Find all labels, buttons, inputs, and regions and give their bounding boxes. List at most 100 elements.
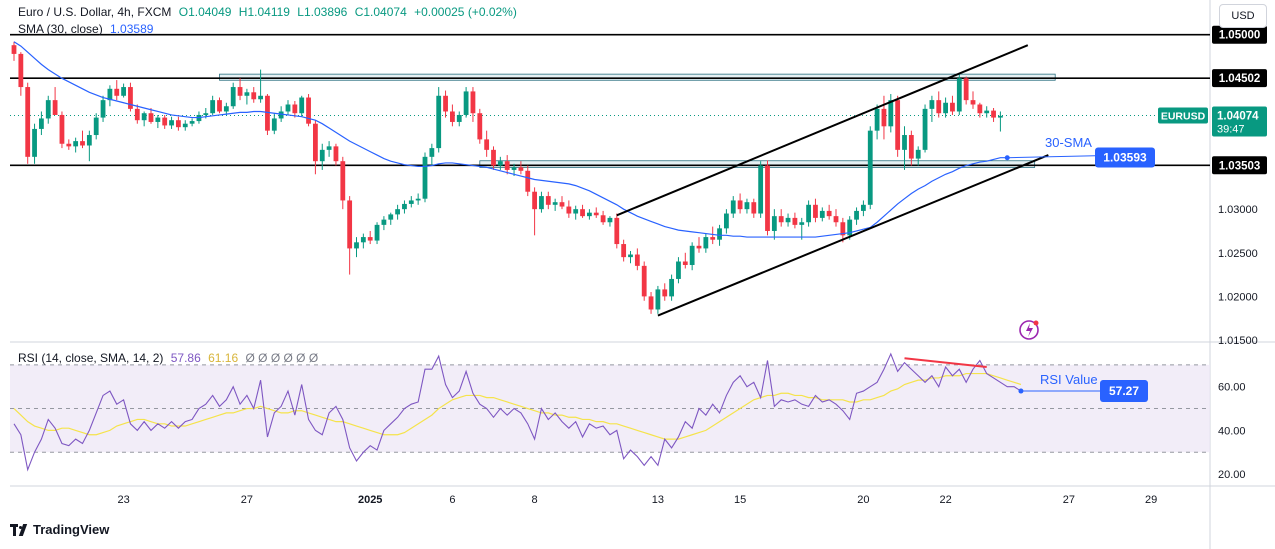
candle-body[interactable] [244,92,250,96]
candle-body[interactable] [271,118,277,131]
candle-body[interactable] [881,108,887,127]
candle-body[interactable] [778,216,784,223]
candle-body[interactable] [833,216,839,223]
candle-body[interactable] [566,206,572,214]
candle-body[interactable] [415,198,421,201]
candle-body[interactable] [504,161,510,170]
rsi-sma-line[interactable] [13,372,1022,440]
candle-body[interactable] [162,117,168,126]
candle-body[interactable] [607,217,613,223]
candle-body[interactable] [326,146,332,150]
candle-body[interactable] [703,237,709,249]
rsi-divergence-line[interactable] [904,357,987,369]
candle-body[interactable] [354,242,359,249]
candle-body[interactable] [744,202,750,210]
candle-body[interactable] [573,209,579,214]
candle-body[interactable] [669,278,674,297]
candle-body[interactable] [525,170,531,192]
candle-body[interactable] [45,100,51,119]
candle-body[interactable] [792,217,798,225]
candle-body[interactable] [367,237,373,241]
candle-body[interactable] [758,165,764,214]
candle-body[interactable] [429,148,435,157]
candle-body[interactable] [614,217,620,245]
candle-body[interactable] [648,296,654,310]
candle-body[interactable] [73,141,79,147]
candle-body[interactable] [306,97,311,124]
candle-body[interactable] [80,141,85,146]
candle-body[interactable] [11,45,17,54]
candle-body[interactable] [956,78,962,112]
candle-body[interactable] [477,113,483,140]
candle-body[interactable] [587,212,592,217]
candle-body[interactable] [148,113,154,122]
candle-body[interactable] [176,120,181,128]
candle-body[interactable] [251,92,257,100]
candle-body[interactable] [39,118,44,129]
candle-body[interactable] [484,139,490,150]
candle-body[interactable] [121,87,126,96]
candle-body[interactable] [93,117,99,136]
candle-body[interactable] [59,114,65,144]
candle-body[interactable] [360,237,366,243]
candle-body[interactable] [463,91,469,115]
candle-body[interactable] [655,289,661,310]
candle-body[interactable] [155,117,161,122]
channel-upper-line[interactable] [616,44,1029,217]
candle-body[interactable] [600,215,606,223]
candle-body[interactable] [340,161,346,201]
candle-body[interactable] [737,200,743,210]
candle-body[interactable] [545,196,551,205]
candle-body[interactable] [998,115,1003,118]
candle-body[interactable] [895,100,901,150]
rsi-line[interactable] [13,352,1022,472]
candle-body[interactable] [299,97,305,114]
candle-body[interactable] [977,104,983,114]
candle-body[interactable] [443,95,448,112]
candle-body[interactable] [621,244,627,258]
candle-body[interactable] [936,100,942,114]
candle-body[interactable] [943,102,948,114]
candle-body[interactable] [730,200,736,214]
candle-body[interactable] [922,108,928,150]
candle-body[interactable] [292,104,298,114]
candle-body[interactable] [203,113,209,115]
candle-body[interactable] [819,210,825,218]
candle-body[interactable] [991,110,996,118]
candle-body[interactable] [265,95,270,131]
candle-body[interactable] [696,245,702,249]
currency-button[interactable]: USD [1219,4,1267,28]
candle-body[interactable] [717,228,722,240]
candle-body[interactable] [66,143,72,147]
sma-30-line[interactable] [13,41,1008,238]
candle-body[interactable] [422,156,428,199]
candle-body[interactable] [217,100,222,112]
candle-body[interactable] [347,200,353,249]
candle-body[interactable] [682,261,688,265]
symbol-title[interactable]: Euro / U.S. Dollar, 4h, FXCM [18,5,172,19]
channel-lower-line[interactable] [657,154,1049,317]
candle-body[interactable] [771,216,777,231]
candle-body[interactable] [867,130,873,205]
candle-body[interactable] [25,87,31,157]
candle-body[interactable] [18,53,24,88]
candle-body[interactable] [278,111,284,119]
candle-body[interactable] [813,204,818,218]
candle-body[interactable] [210,100,216,114]
sr-zone-1[interactable] [479,160,1036,168]
candle-body[interactable] [580,209,585,217]
candle-body[interactable] [970,100,976,105]
candle-body[interactable] [258,95,263,100]
candle-body[interactable] [436,95,442,149]
candle-body[interactable] [141,113,147,121]
candle-body[interactable] [628,254,633,258]
candle-body[interactable] [169,120,174,126]
candle-body[interactable] [32,128,37,157]
candle-body[interactable] [128,87,133,109]
candle-body[interactable] [230,87,236,107]
candle-body[interactable] [874,108,880,131]
sma-legend-label[interactable]: SMA (30, close) [18,22,103,36]
candle-body[interactable] [285,104,291,112]
candle-body[interactable] [223,106,229,112]
candle-body[interactable] [724,213,729,229]
